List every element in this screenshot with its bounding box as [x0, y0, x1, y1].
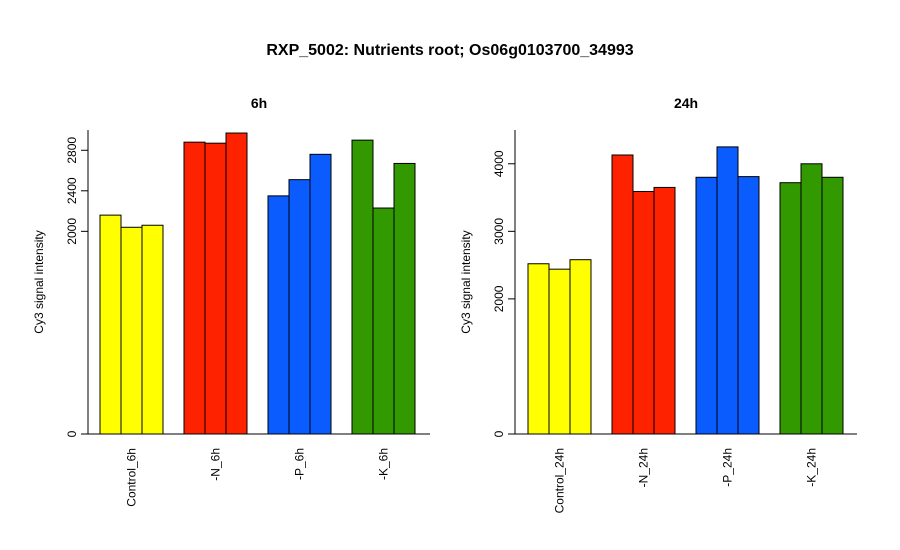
bar: [393, 162, 416, 435]
x-category-label: -K_6h: [377, 448, 391, 480]
chart-title: RXP_5002: Nutrients root; Os06g0103700_3…: [266, 42, 633, 59]
y-tick-label: 0: [492, 430, 506, 437]
y-tick-label: 3000: [492, 218, 506, 245]
bar: [695, 176, 718, 435]
x-category-label: -P_6h: [293, 448, 307, 480]
bar: [183, 141, 206, 435]
bar: [99, 214, 122, 435]
bar: [632, 190, 655, 435]
bar: [800, 163, 823, 435]
y-tick-label: 2800: [65, 137, 79, 164]
bar: [372, 207, 395, 435]
bar: [548, 268, 571, 435]
bar: [288, 179, 311, 435]
bar: [141, 224, 164, 435]
bar: [611, 154, 634, 435]
y-tick-label: 2000: [492, 285, 506, 312]
bar: [779, 182, 802, 435]
y-tick-label: 2400: [65, 177, 79, 204]
bar: [653, 186, 676, 435]
x-category-label: -N_24h: [637, 448, 651, 487]
x-category-label: -N_6h: [209, 448, 223, 481]
panel-6h: 6h Cy3 signal intensity 0 2000 2400 2800 Contr…: [32, 95, 430, 507]
bar: [716, 146, 739, 435]
x-category-label: -P_24h: [721, 448, 735, 487]
bar: [569, 259, 592, 435]
x-category-label: -K_24h: [805, 448, 819, 487]
bar: [204, 142, 227, 435]
y-tick-label: 0: [65, 430, 79, 437]
y-axis-label: Cy3 signal intensity: [459, 230, 473, 333]
y-tick-label: 4000: [492, 150, 506, 177]
bar: [267, 195, 290, 435]
y-axis-label: Cy3 signal intensity: [32, 230, 46, 333]
bar: [120, 226, 143, 435]
bar: [351, 139, 374, 435]
bar: [737, 176, 760, 435]
bar: [527, 263, 550, 435]
bar: [309, 153, 332, 435]
x-category-label: Control_24h: [553, 448, 567, 513]
bar: [225, 132, 248, 435]
y-tick-label: 2000: [65, 218, 79, 245]
panel-title: 6h: [251, 95, 267, 111]
bar: [821, 176, 844, 435]
x-category-label: Control_6h: [125, 448, 139, 507]
panel-24h: 24h Cy3 signal intensity 0 2000 3000 4000 Cont…: [459, 95, 857, 513]
panel-title: 24h: [674, 95, 698, 111]
